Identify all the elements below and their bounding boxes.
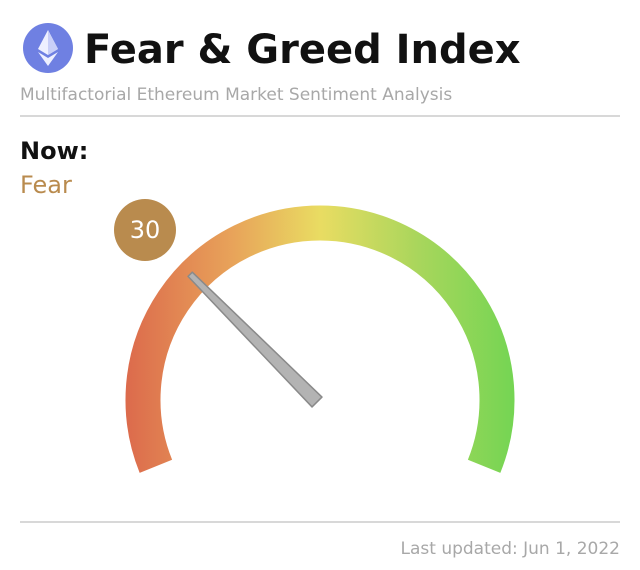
gauge-arc (125, 205, 515, 473)
subtitle: Multifactorial Ethereum Market Sentiment… (20, 85, 452, 105)
eth-icon (23, 23, 73, 73)
value-label: 30 (130, 216, 161, 244)
now-label: Now: (20, 137, 88, 165)
needle (187, 271, 323, 408)
title: Fear & Greed Index (84, 27, 521, 73)
classification: Fear (20, 171, 72, 199)
value-badge (114, 199, 176, 261)
last-updated: Last updated: Jun 1, 2022 (401, 539, 621, 559)
